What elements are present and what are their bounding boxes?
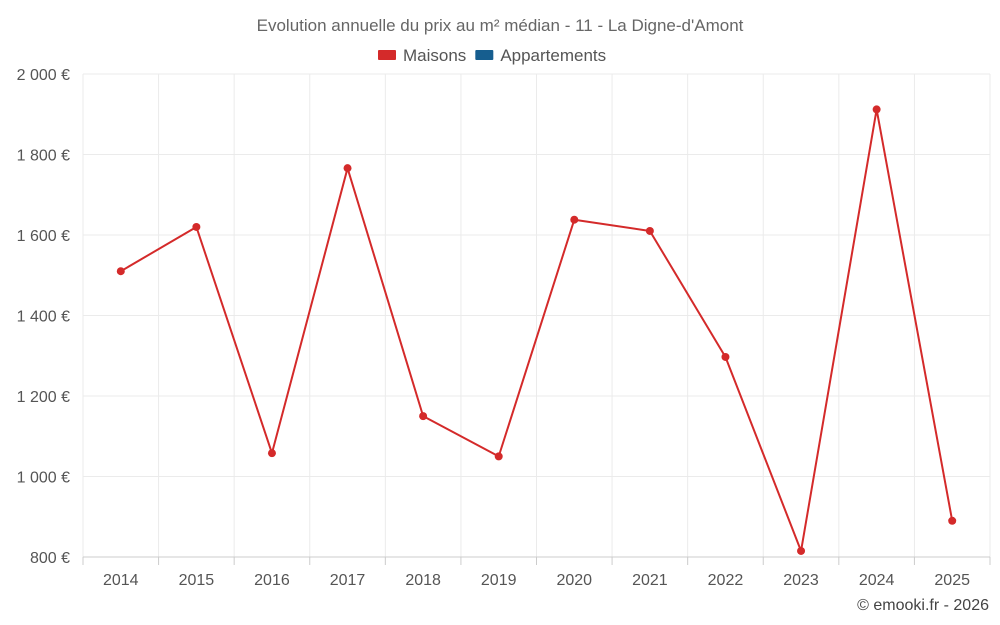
x-tick-label: 2018 (405, 572, 441, 589)
y-tick-label: 1 400 € (17, 309, 70, 326)
legend-label: Appartements (500, 46, 606, 65)
data-point-2016[interactable] (267, 449, 276, 458)
data-point-2021[interactable] (645, 226, 654, 235)
legend-item-appartements[interactable]: Appartements (475, 46, 606, 65)
data-point-2025[interactable] (948, 516, 957, 525)
legend-label: Maisons (403, 46, 466, 65)
grid (82, 73, 991, 558)
x-tick-label: 2019 (481, 572, 517, 589)
x-tick-label: 2017 (330, 572, 366, 589)
y-tick-label: 1 000 € (17, 470, 70, 487)
data-point-2014[interactable] (116, 267, 125, 276)
x-tick-label: 2025 (934, 572, 970, 589)
data-point-2015[interactable] (192, 222, 201, 231)
y-tick-label: 800 € (30, 550, 70, 567)
x-tick-label: 2023 (783, 572, 819, 589)
data-point-2024[interactable] (872, 105, 881, 114)
x-tick-label: 2020 (556, 572, 592, 589)
legend-swatch (475, 50, 494, 60)
series-layer (116, 105, 957, 555)
y-tick-label: 1 600 € (17, 228, 70, 245)
x-tick-label: 2014 (103, 572, 139, 589)
y-tick-label: 1 200 € (17, 389, 70, 406)
chart-title: Evolution annuelle du prix au m² médian … (257, 16, 744, 35)
x-tick-label: 2021 (632, 572, 668, 589)
series-line-maisons (120, 108, 954, 552)
x-axis: 2014 2015 2016 2017 2018 2019 2020 2021 2022 2023… (82, 556, 991, 589)
x-tick-label: 2016 (254, 572, 290, 589)
data-point-2023[interactable] (797, 546, 806, 555)
x-tick-label: 2022 (708, 572, 744, 589)
data-point-2020[interactable] (570, 215, 579, 224)
legend-swatch (378, 50, 396, 60)
y-axis: 800 € 1 000 € 1 200 € 1 400 € 1 600 € 1 800 €… (17, 67, 70, 567)
legend: Maisons Appartements (378, 46, 606, 65)
data-point-2018[interactable] (419, 412, 428, 421)
y-tick-label: 1 800 € (17, 148, 70, 165)
legend-item-maisons[interactable]: Maisons (378, 46, 466, 65)
x-tick-label: 2015 (179, 572, 215, 589)
x-tick-label: 2024 (859, 572, 895, 589)
data-point-2019[interactable] (494, 452, 503, 461)
data-point-2022[interactable] (721, 352, 730, 361)
data-point-2017[interactable] (343, 164, 352, 173)
y-tick-label: 2 000 € (17, 67, 70, 84)
credit-text: © emooki.fr - 2026 (857, 597, 989, 614)
